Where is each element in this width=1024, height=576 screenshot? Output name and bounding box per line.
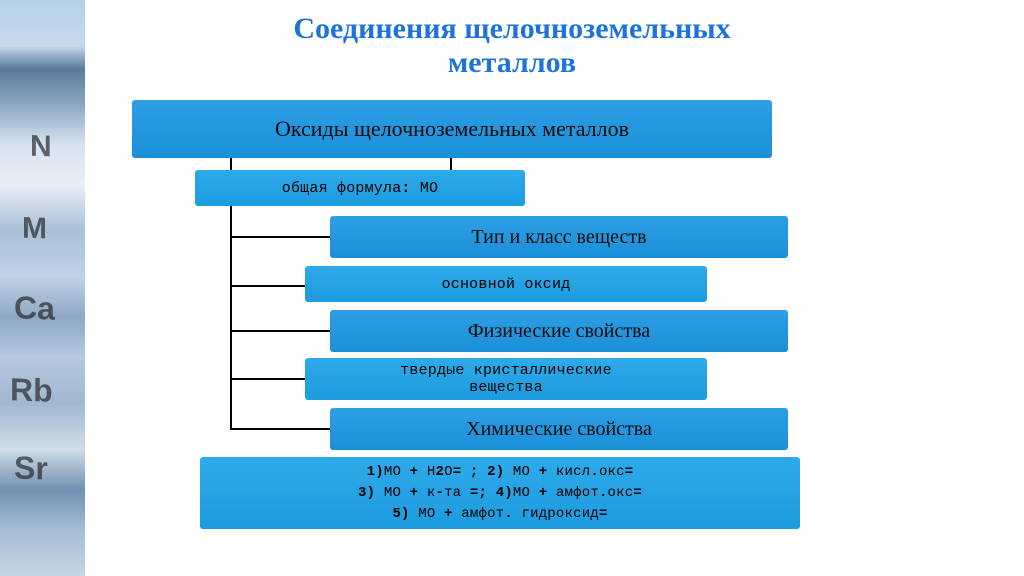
pt-sr: Sr: [14, 449, 48, 487]
r1-f: О: [444, 464, 453, 480]
node-crystalline: твердые кристаллические вещества: [305, 358, 707, 400]
pt-rb: Rb: [10, 371, 53, 409]
r1-l: .: [590, 464, 599, 480]
r1-i: МО: [513, 464, 539, 480]
node-basic-oxide-text: основной оксид: [442, 276, 571, 293]
pt-n: N: [30, 130, 52, 165]
node-formula-text: общая формула: МО: [282, 180, 438, 197]
node-chemical: Химические свойства: [330, 408, 788, 450]
node-oxides-title-text: Оксиды щелочноземельных металлов: [275, 116, 629, 142]
r2-k: амфот: [556, 485, 599, 501]
node-type-class: Тип и класс веществ: [330, 216, 788, 258]
r3-c: +: [444, 506, 461, 522]
formula-colon: :: [401, 180, 419, 197]
r1-n: =: [625, 464, 634, 480]
node-basic-oxide: основной оксид: [305, 266, 707, 302]
reactions-line1: 1)МО + Н2О= ; 2) МО + кисл.окс=: [367, 462, 634, 483]
r2-a: 3): [358, 485, 384, 501]
formula-prefix: общая формула: [282, 180, 402, 197]
r3-g: =: [599, 506, 608, 522]
page-title: Соединения щелочноземельных металлов: [0, 12, 1024, 80]
r2-l: .: [599, 485, 608, 501]
r2-j: +: [539, 485, 556, 501]
connector-v-n1: [450, 158, 452, 170]
connector-h-n6: [230, 378, 305, 380]
r2-i: МО: [513, 485, 539, 501]
connector-h-n7: [230, 428, 330, 430]
title-line2: металлов: [448, 46, 576, 79]
r3-b: МО: [418, 506, 444, 522]
r1-j: +: [539, 464, 556, 480]
connector-h-n5: [230, 330, 330, 332]
node-oxides-title: Оксиды щелочноземельных металлов: [132, 100, 772, 158]
r2-c: +: [410, 485, 427, 501]
r3-a: 5): [392, 506, 418, 522]
r1-a: 1): [367, 464, 384, 480]
r1-g: = ;: [453, 464, 487, 480]
node-reactions: 1)МО + Н2О= ; 2) МО + кисл.окс= 3) МО + …: [200, 457, 800, 529]
pt-mg: M: [22, 212, 47, 247]
r1-k: кисл: [556, 464, 590, 480]
node-formula: общая формула: МО: [195, 170, 525, 206]
r2-h: 4): [496, 485, 513, 501]
pt-ca: Ca: [14, 289, 55, 327]
node-type-class-text: Тип и класс веществ: [471, 226, 646, 249]
r2-e: -: [435, 485, 444, 501]
reactions-line3: 5) МО + амфот. гидроксид=: [392, 504, 607, 525]
r3-f: гидроксид: [522, 506, 599, 522]
node-crystalline-l2: вещества: [469, 379, 543, 396]
formula-suffix: МО: [420, 180, 438, 197]
r3-d: амфот: [461, 506, 504, 522]
node-physical-text: Физические свойства: [468, 320, 650, 343]
node-physical: Физические свойства: [330, 310, 788, 352]
title-line1: Соединения щелочноземельных: [293, 12, 730, 45]
r2-n: =: [633, 485, 642, 501]
sidebar-periodic-table: N M Ca Rb Sr: [0, 0, 85, 576]
reactions-line2: 3) МО + к-та =; 4)МО + амфот.окс=: [358, 483, 642, 504]
r1-c: +: [410, 464, 427, 480]
r2-f: та: [444, 485, 470, 501]
node-crystalline-l1: твердые кристаллические: [400, 362, 612, 379]
r2-g: =;: [470, 485, 496, 501]
r2-b: МО: [384, 485, 410, 501]
connector-h-n4: [230, 285, 305, 287]
r1-e: 2: [435, 464, 444, 480]
r1-h: 2): [487, 464, 513, 480]
r1-b: МО: [384, 464, 410, 480]
node-chemical-text: Химические свойства: [466, 418, 652, 441]
r1-m: окс: [599, 464, 625, 480]
connector-h-n3: [230, 236, 330, 238]
r3-e: .: [504, 506, 521, 522]
r2-m: окс: [608, 485, 634, 501]
